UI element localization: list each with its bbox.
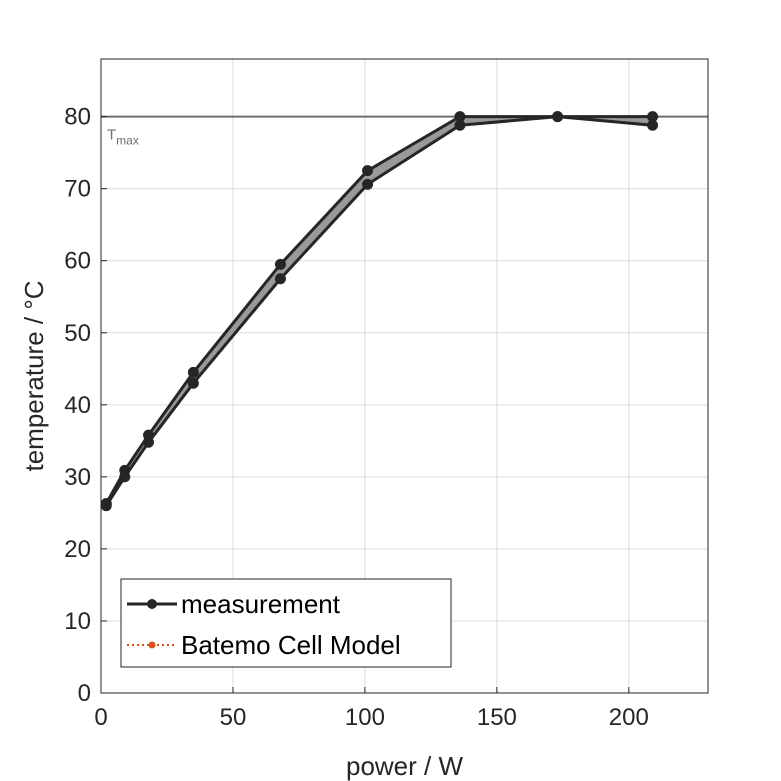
y-tick-label: 40 [64, 392, 91, 419]
data-point-upper [362, 165, 374, 177]
series-point-group [100, 111, 659, 512]
tmax-label: Tmax [107, 127, 139, 148]
y-axis-label: temperature / °C [19, 280, 49, 471]
tmax-label-main: T [107, 127, 116, 144]
tmax-label-subscript: max [116, 134, 139, 148]
legend-marker [147, 599, 157, 609]
legend-label: measurement [181, 589, 341, 619]
y-tick-label: 0 [78, 680, 91, 707]
x-tick-label: 0 [94, 704, 107, 731]
legend-label: Batemo Cell Model [181, 630, 401, 660]
plot-frame [100, 58, 709, 694]
data-point-lower [647, 119, 659, 131]
data-point-lower [100, 500, 112, 512]
y-tick-label: 10 [64, 608, 91, 635]
legend-marker [148, 641, 156, 649]
x-axis-label: power / W [346, 751, 463, 781]
y-tick-label: 70 [64, 176, 91, 203]
y-tick-label: 80 [64, 104, 91, 131]
data-point-lower [454, 119, 466, 131]
y-tick-label: 60 [64, 248, 91, 275]
x-tick-label: 200 [609, 704, 649, 731]
x-tick-label: 100 [345, 704, 385, 731]
data-point-lower [362, 178, 374, 190]
data-point-lower [119, 471, 131, 483]
tick-group: 0 50 100 150 200 0 10 20 30 40 50 60 70 80 [64, 104, 649, 731]
x-tick-label: 150 [477, 704, 517, 731]
data-point-upper [274, 258, 286, 270]
legend: measurement Batemo Cell Model [120, 578, 452, 668]
data-point-upper [187, 366, 199, 378]
data-point-lower [143, 436, 155, 448]
data-point-lower [552, 111, 564, 123]
x-tick-label: 50 [220, 704, 247, 731]
y-tick-label: 20 [64, 536, 91, 563]
data-point-lower [187, 377, 199, 389]
y-tick-label: 30 [64, 464, 91, 491]
legend-box [120, 578, 452, 668]
data-point-lower [274, 273, 286, 285]
y-tick-label: 50 [64, 320, 91, 347]
